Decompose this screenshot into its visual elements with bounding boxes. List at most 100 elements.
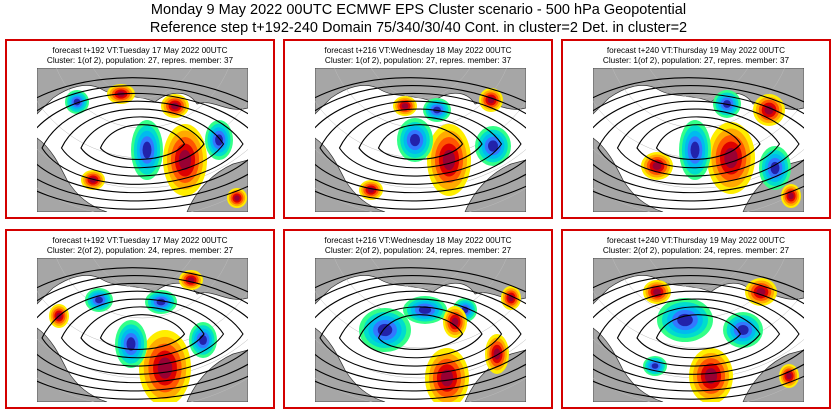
geopotential-contour bbox=[41, 290, 244, 375]
land-mass bbox=[315, 137, 386, 212]
geopotential-contour bbox=[37, 282, 248, 384]
latitude-line bbox=[593, 149, 804, 189]
latitude-line bbox=[315, 149, 526, 189]
map-plot bbox=[593, 258, 804, 402]
negative-anomaly bbox=[85, 288, 113, 312]
map-plot bbox=[37, 68, 248, 212]
panel-cluster-line: Cluster: 2(of 2), population: 24, repres… bbox=[324, 246, 512, 255]
negative-anomaly bbox=[145, 290, 177, 314]
geopotential-contour bbox=[616, 298, 781, 367]
land-mass bbox=[315, 327, 386, 402]
geopotential-contour bbox=[315, 275, 526, 392]
land-mass bbox=[37, 137, 108, 212]
geopotential-contour bbox=[593, 267, 804, 400]
geopotential-contour bbox=[315, 77, 526, 210]
latitude-line bbox=[648, 68, 749, 99]
land-mass bbox=[464, 159, 526, 212]
land-mass bbox=[37, 327, 108, 402]
geopotential-contour bbox=[60, 298, 225, 367]
geopotential-contour bbox=[99, 314, 186, 351]
land-mass bbox=[742, 349, 804, 402]
land-mass bbox=[593, 327, 664, 402]
latitude-line bbox=[37, 149, 248, 189]
geopotential-contour bbox=[593, 77, 804, 210]
panel-cluster1-t192: forecast t+192 VT:Tuesday 17 May 2022 00… bbox=[5, 39, 275, 219]
geopotential-contour bbox=[636, 116, 761, 169]
positive-anomaly bbox=[161, 94, 189, 118]
panel-cluster-line: Cluster: 1(of 2), population: 27, repres… bbox=[324, 56, 512, 65]
geopotential-contour bbox=[315, 85, 526, 202]
map-svg bbox=[37, 258, 248, 402]
geopotential-contour bbox=[358, 306, 483, 359]
latitude-line bbox=[92, 258, 193, 289]
latitude-line bbox=[593, 291, 804, 349]
positive-anomaly bbox=[393, 96, 417, 116]
geopotential-contour bbox=[41, 100, 244, 185]
map-svg bbox=[37, 68, 248, 212]
negative-anomaly bbox=[189, 322, 217, 358]
geopotential-contour bbox=[593, 275, 804, 392]
map-plot bbox=[315, 258, 526, 402]
latitude-line bbox=[370, 258, 471, 289]
geopotential-contour bbox=[319, 290, 522, 375]
latitude-line bbox=[315, 339, 526, 379]
geopotential-contour bbox=[655, 314, 742, 351]
geopotential-contour bbox=[80, 306, 205, 359]
geopotential-contour bbox=[315, 92, 526, 194]
positive-anomaly bbox=[501, 286, 521, 310]
geopotential-contour bbox=[315, 282, 526, 384]
positive-anomaly bbox=[779, 364, 799, 388]
geopotential-contour bbox=[60, 108, 225, 177]
panel-cluster1-t216: forecast t+216 VT:Wednesday 18 May 2022 … bbox=[283, 39, 553, 219]
geopotential-contour bbox=[99, 124, 186, 161]
panel-forecast-line: forecast t+240 VT:Thursday 19 May 2022 0… bbox=[606, 46, 786, 55]
geopotential-contour bbox=[358, 116, 483, 169]
negative-anomaly bbox=[205, 120, 233, 160]
geopotential-contour bbox=[593, 85, 804, 202]
latitude-line bbox=[648, 258, 749, 289]
geopotential-contour bbox=[37, 275, 248, 392]
geopotential-contour bbox=[319, 100, 522, 185]
panel-cluster-line: Cluster: 1(of 2), population: 27, repres… bbox=[46, 56, 234, 65]
positive-anomaly bbox=[781, 184, 801, 208]
positive-anomaly bbox=[689, 348, 733, 402]
geopotential-contour bbox=[597, 290, 800, 375]
panel-cluster-line: Cluster: 2(of 2), population: 24, repres… bbox=[602, 246, 790, 255]
geopotential-contour bbox=[338, 298, 503, 367]
panel-cluster-line: Cluster: 1(of 2), population: 27, repres… bbox=[602, 56, 790, 65]
land-mass bbox=[593, 137, 664, 212]
map-plot bbox=[593, 68, 804, 212]
panel-cluster2-t192: forecast t+192 VT:Tuesday 17 May 2022 00… bbox=[5, 229, 275, 409]
negative-anomaly bbox=[397, 118, 433, 162]
geopotential-contour bbox=[80, 116, 205, 169]
page-title: Monday 9 May 2022 00UTC ECMWF EPS Cluste… bbox=[150, 2, 687, 18]
geopotential-contour bbox=[655, 124, 742, 161]
latitude-line bbox=[370, 68, 471, 99]
positive-anomaly bbox=[643, 280, 671, 304]
panel-forecast-line: forecast t+216 VT:Wednesday 18 May 2022 … bbox=[324, 46, 512, 55]
positive-anomaly bbox=[359, 180, 383, 200]
latitude-line bbox=[92, 68, 193, 99]
panel-forecast-line: forecast t+192 VT:Tuesday 17 May 2022 00… bbox=[52, 46, 228, 55]
panel-cluster-line: Cluster: 2(of 2), population: 24, repres… bbox=[46, 246, 234, 255]
geopotential-contour bbox=[377, 124, 464, 161]
geopotential-contour bbox=[37, 92, 248, 194]
negative-anomaly bbox=[679, 120, 711, 180]
negative-anomaly bbox=[115, 320, 147, 368]
panel-forecast-line: forecast t+240 VT:Thursday 19 May 2022 0… bbox=[606, 236, 786, 245]
page-subtitle: Reference step t+192-240 Domain 75/340/3… bbox=[149, 20, 688, 36]
negative-anomaly bbox=[65, 90, 89, 114]
positive-anomaly bbox=[485, 334, 509, 374]
land-mass bbox=[186, 349, 248, 402]
positive-anomaly bbox=[641, 152, 673, 180]
map-svg bbox=[315, 68, 526, 212]
positive-anomaly bbox=[163, 124, 207, 196]
positive-anomaly bbox=[81, 170, 105, 190]
geopotential-contour bbox=[636, 306, 761, 359]
map-plot bbox=[37, 258, 248, 402]
map-svg bbox=[593, 68, 804, 212]
negative-anomaly bbox=[131, 120, 163, 180]
geopotential-contour bbox=[616, 108, 781, 177]
geopotential-contour bbox=[315, 267, 526, 400]
geopotential-contour bbox=[593, 282, 804, 384]
